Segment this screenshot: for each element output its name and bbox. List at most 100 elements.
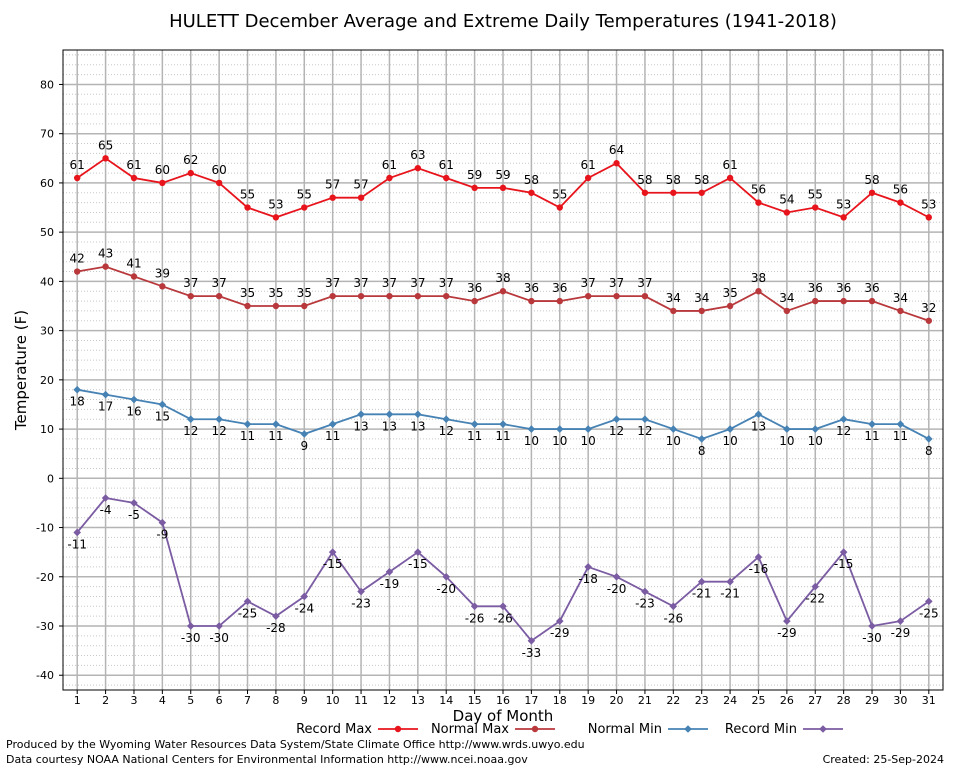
x-tick-label: 19 <box>581 694 595 707</box>
normal-min-point <box>783 425 791 433</box>
normal-max-point <box>868 297 876 305</box>
y-tick-label: 0 <box>47 472 54 485</box>
normal-max-point <box>499 288 507 295</box>
record-min-point <box>215 622 223 630</box>
normal-max-point <box>641 292 649 300</box>
legend: Record Max Normal Max Normal Min Record Min <box>296 722 843 737</box>
normal-min-point <box>414 410 422 419</box>
record-max-point <box>159 179 166 187</box>
x-tick-label: 22 <box>666 694 680 707</box>
y-tick-label: 50 <box>40 226 54 239</box>
record-max-series: 61 65 61 60 62 60 55 53 55 57 57 61 63 61 59 59 58 55 61 64… <box>70 138 936 221</box>
normal-max-data-label: 35 <box>722 286 737 300</box>
normal-max-point <box>556 297 563 305</box>
normal-max-data-label: 37 <box>325 276 340 290</box>
x-tick-label: 27 <box>808 694 822 707</box>
normal-min-point <box>612 415 621 424</box>
normal-max-data-label: 37 <box>637 276 652 290</box>
record-max-data-label: 55 <box>552 188 567 202</box>
normal-min-point <box>101 390 110 399</box>
normal-max-series: 42 43 41 39 37 37 35 35 35 37 37 37 37 37 36 38 36 36 37 37… <box>70 247 936 324</box>
normal-min-point <box>726 425 734 433</box>
x-tick-label: 20 <box>610 694 624 707</box>
normal-max-data-label: 42 <box>70 252 85 266</box>
record-min-data-label: -26 <box>465 611 485 625</box>
x-tick-label: 3 <box>130 694 137 707</box>
record-min-point <box>73 528 81 537</box>
record-min-data-label: -29 <box>777 626 797 640</box>
normal-min-point <box>697 435 706 443</box>
record-min-data-label: -4 <box>100 503 112 517</box>
y-tick-label: 80 <box>40 78 54 91</box>
normal-min-point <box>328 420 337 428</box>
normal-max-data-label: 43 <box>98 247 113 261</box>
normal-min-point <box>215 415 223 424</box>
record-min-point <box>300 592 309 601</box>
normal-min-data-label: 13 <box>382 419 397 433</box>
record-min-data-label: -23 <box>351 597 371 611</box>
normal-max-data-label: 35 <box>240 286 255 300</box>
x-tick-label: 25 <box>751 694 765 707</box>
record-max-point <box>584 174 592 182</box>
normal-min-data-label: 10 <box>552 434 567 448</box>
normal-min-data-label: 11 <box>467 429 482 443</box>
record-min-data-label: -26 <box>493 611 513 625</box>
normal-min-data-label: 12 <box>609 424 624 438</box>
normal-max-data-label: 36 <box>467 281 482 295</box>
normal-min-data-label: 16 <box>126 405 141 419</box>
record-max-data-label: 54 <box>779 192 794 206</box>
y-tick-label: 20 <box>40 374 54 387</box>
record-max-legend-marker <box>394 725 402 733</box>
record-min-data-label: -9 <box>156 528 168 542</box>
record-max-data-label: 55 <box>297 188 312 202</box>
x-tick-label: 24 <box>723 694 737 707</box>
x-tick-label: 2 <box>102 694 109 707</box>
record-max-data-label: 61 <box>439 158 454 172</box>
normal-max-point <box>812 297 819 305</box>
normal-max-data-label: 37 <box>382 276 397 290</box>
normal-max-data-label: 37 <box>183 276 198 290</box>
normal-min-point <box>243 420 252 428</box>
record-max-data-label: 53 <box>921 197 936 211</box>
record-max-point <box>670 189 677 196</box>
normal-min-point <box>868 420 876 428</box>
record-max-point <box>471 184 478 192</box>
normal-max-data-label: 34 <box>666 291 681 305</box>
x-axis: 1 2 3 4 5 6 7 8 9 10 11 12 13 14 15 16 17 18 19 20 21 22 23 24 2… <box>74 690 936 707</box>
record-min-data-label: -15 <box>408 557 428 571</box>
record-max-data-label: 58 <box>694 173 709 187</box>
record-min-data-label: -28 <box>266 621 286 635</box>
normal-max-data-label: 37 <box>410 276 425 290</box>
y-tick-label: -20 <box>36 571 54 584</box>
record-max-point <box>556 204 563 211</box>
x-tick-label: 5 <box>187 694 194 707</box>
normal-max-point <box>925 317 933 324</box>
record-min-data-label: -19 <box>380 577 400 591</box>
normal-min-point <box>385 410 394 419</box>
record-min-series: -11-4 -5-9-30 -30-25-28-24-15-23-19-15-20-… <box>67 494 939 660</box>
record-max-point <box>613 160 620 167</box>
record-min-data-label: -24 <box>294 601 314 615</box>
record-max-point <box>73 174 81 182</box>
footer-produced-by: Produced by the Wyoming Water Resources … <box>6 738 585 751</box>
x-tick-label: 10 <box>326 694 340 707</box>
record-min-data-label: -16 <box>749 562 769 576</box>
record-max-data-label: 61 <box>126 158 141 172</box>
record-max-point <box>329 194 336 201</box>
normal-max-point <box>130 273 138 280</box>
record-max-point <box>414 164 422 172</box>
normal-min-data-label: 13 <box>410 419 425 433</box>
x-tick-label: 17 <box>524 694 538 707</box>
record-max-point <box>301 204 308 211</box>
record-min-point <box>527 636 536 645</box>
normal-max-data-label: 39 <box>155 266 170 280</box>
normal-min-point <box>669 425 678 433</box>
normal-max-point <box>783 307 791 315</box>
normal-min-point <box>925 435 933 443</box>
record-min-point <box>272 612 280 620</box>
normal-max-point <box>244 302 251 310</box>
normal-min-series: 18 17 16 15 12 12 11 11 9 11 13 13 13 12 11 11 10 10 10 12 1… <box>70 385 933 458</box>
normal-max-point <box>840 297 847 305</box>
x-tick-label: 30 <box>893 694 907 707</box>
record-max-data-label: 64 <box>609 143 624 157</box>
